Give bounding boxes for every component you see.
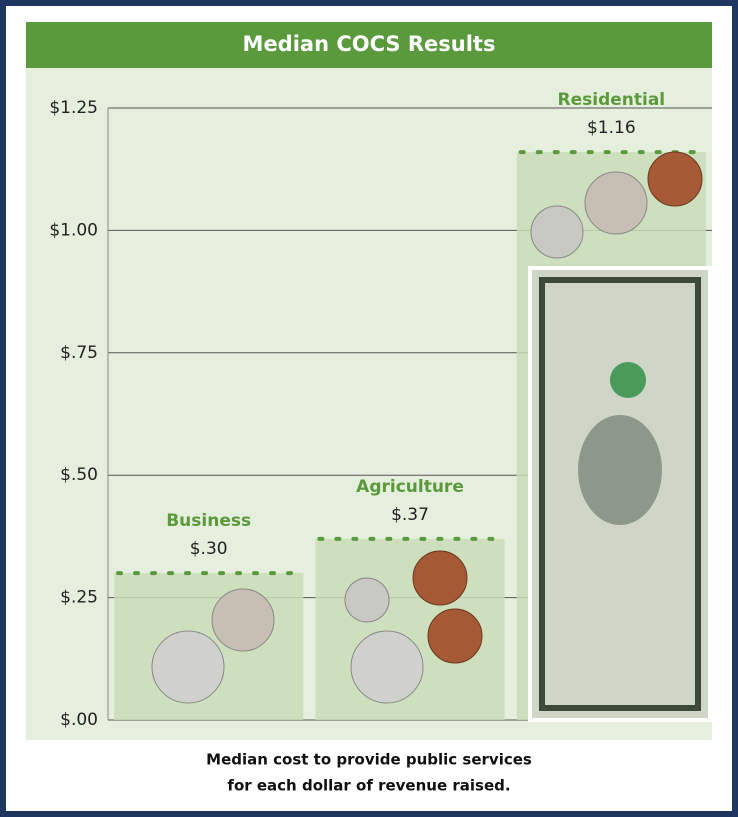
illustration — [151, 151, 712, 722]
coin — [344, 577, 390, 623]
coin — [427, 608, 483, 664]
coin — [151, 630, 225, 704]
y-tick-label: $1.25 — [49, 98, 98, 118]
y-tick-label: $.50 — [60, 465, 98, 485]
chart-title: Median COCS Results — [243, 32, 496, 56]
y-tick-label: $.25 — [60, 588, 98, 608]
category-label: Business — [166, 511, 251, 531]
caption: Median cost to provide public services — [206, 751, 532, 769]
y-tick-label: $.00 — [60, 710, 98, 730]
coin — [211, 588, 275, 652]
coin — [530, 205, 584, 259]
bill-border — [539, 277, 701, 711]
bill-portrait — [578, 415, 662, 525]
coin — [647, 151, 703, 207]
bill-seal — [610, 362, 646, 398]
category-label: Residential — [558, 90, 666, 110]
y-tick-label: $.75 — [60, 343, 98, 363]
caption: for each dollar of revenue raised. — [227, 777, 510, 795]
value-label: $.37 — [391, 505, 429, 525]
value-label: $1.16 — [587, 118, 636, 138]
coin — [412, 550, 468, 606]
category-label: Agriculture — [356, 477, 464, 497]
labels: $.00 $.25 $.50 $.75 $1.00 $1.25 Business $.30 Ag… — [49, 90, 665, 730]
y-tick-label: $1.00 — [49, 220, 98, 240]
title-bar — [26, 22, 712, 68]
coin — [350, 630, 424, 704]
coin — [584, 171, 648, 235]
value-label: $.30 — [190, 539, 228, 559]
